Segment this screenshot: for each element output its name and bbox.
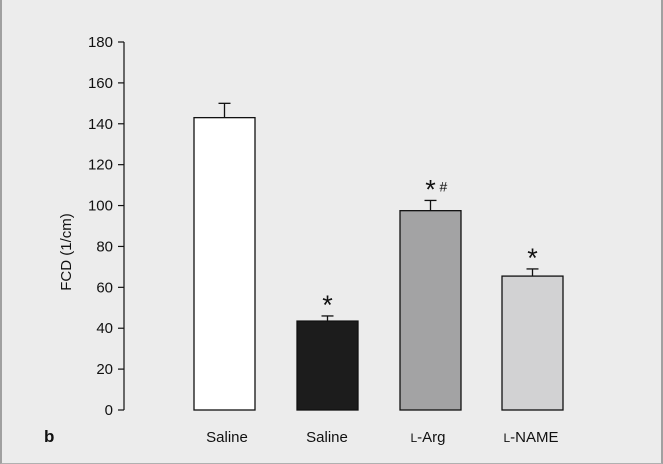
- x-category-label: L-NAME: [503, 429, 558, 446]
- x-category-label: Saline: [206, 429, 248, 446]
- bar: [296, 320, 359, 411]
- x-category-label: Saline: [306, 429, 348, 446]
- label-rest: -NAME: [510, 429, 558, 446]
- x-axis-category-labels: Saline Saline L-Arg L-NAME: [206, 429, 558, 446]
- y-axis-label: FCD (1/cm): [58, 213, 75, 291]
- y-tick-label: 80: [96, 238, 113, 255]
- bars: [193, 116, 564, 411]
- significance-hash: #: [440, 178, 448, 194]
- small-caps-prefix: L: [410, 431, 417, 445]
- panel-label: b: [44, 427, 54, 446]
- y-tick-label: 60: [96, 279, 113, 296]
- significance-annotations: ** #*: [322, 174, 538, 320]
- label-rest: -Arg: [417, 429, 445, 446]
- y-tick-label: 20: [96, 361, 113, 378]
- y-tick-label: 160: [88, 75, 113, 92]
- y-tick-label: 180: [88, 34, 113, 51]
- bar: [501, 275, 564, 411]
- y-tick-label: 100: [88, 198, 113, 215]
- bar: [193, 116, 256, 411]
- significance-star: *: [322, 290, 333, 320]
- error-bars: [218, 102, 539, 322]
- x-category-label: L-Arg: [410, 429, 445, 446]
- y-tick-label: 40: [96, 320, 113, 337]
- y-tick-label: 120: [88, 157, 113, 174]
- small-caps-prefix: L: [503, 431, 510, 445]
- bar: [399, 210, 462, 411]
- y-tick-label: 140: [88, 116, 113, 133]
- y-tick-label: 0: [105, 402, 113, 419]
- y-axis-ticks: 0 20 40 60 80 100 120 140 160 180: [88, 34, 124, 419]
- significance-star: *: [527, 243, 538, 273]
- significance-star: *: [425, 174, 436, 204]
